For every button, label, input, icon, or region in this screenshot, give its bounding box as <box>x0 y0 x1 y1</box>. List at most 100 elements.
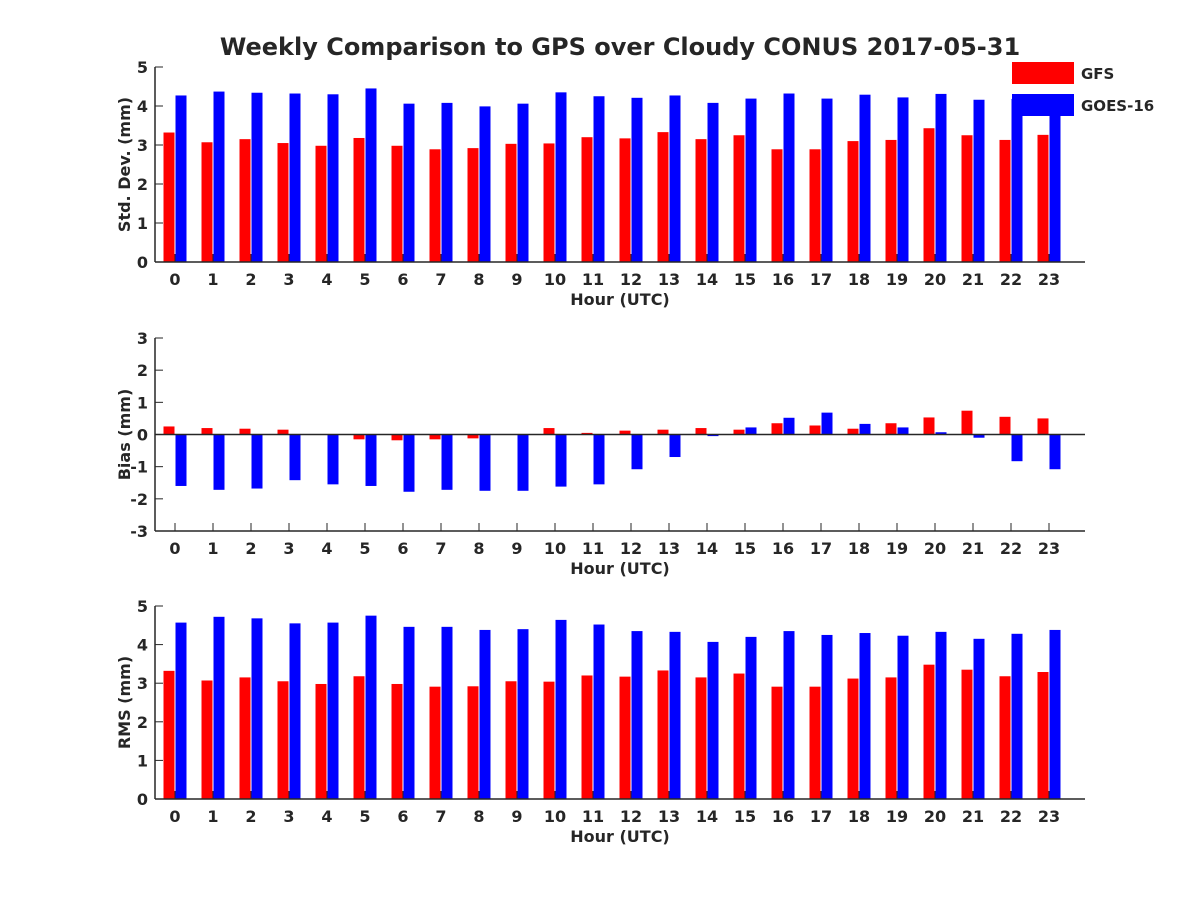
bar-goes16-hour-4 <box>327 94 339 262</box>
chart-title: Weekly Comparison to GPS over Cloudy CON… <box>220 33 1020 61</box>
x-tick-label: 5 <box>359 270 370 289</box>
x-tick-label: 7 <box>435 270 446 289</box>
bar-goes16-hour-0 <box>175 95 187 262</box>
bar-gfs-hour-0 <box>163 426 175 435</box>
x-tick-label: 10 <box>544 807 566 826</box>
bar-gfs-hour-12 <box>619 676 631 799</box>
bar-goes16-hour-7 <box>441 434 453 490</box>
x-tick-label: 23 <box>1038 807 1060 826</box>
x-tick-label: 11 <box>582 270 604 289</box>
bar-goes16-hour-5 <box>365 434 377 486</box>
bar-goes16-hour-14 <box>707 102 719 262</box>
y-tick-label: 5 <box>137 597 148 616</box>
bar-gfs-hour-8 <box>467 686 479 799</box>
y-axis-label: RMS (mm) <box>115 656 134 749</box>
bar-goes16-hour-4 <box>327 622 339 799</box>
y-tick-label: 1 <box>137 393 148 412</box>
y-axis-label: Std. Dev. (mm) <box>115 97 134 232</box>
x-tick-label: 6 <box>397 270 408 289</box>
x-tick-label: 18 <box>848 807 870 826</box>
bar-goes16-hour-13 <box>669 631 681 799</box>
bar-gfs-hour-6 <box>391 145 403 262</box>
x-tick-label: 5 <box>359 539 370 558</box>
bar-goes16-hour-21 <box>973 99 985 262</box>
bar-goes16-hour-11 <box>593 624 605 799</box>
x-tick-label: 15 <box>734 270 756 289</box>
bar-goes16-hour-21 <box>973 434 985 438</box>
bar-goes16-hour-12 <box>631 97 643 262</box>
bar-gfs-hour-13 <box>657 132 669 262</box>
bar-gfs-hour-3 <box>277 429 289 435</box>
bar-gfs-hour-17 <box>809 425 821 435</box>
x-tick-label: 20 <box>924 539 946 558</box>
x-tick-label: 10 <box>544 539 566 558</box>
bar-goes16-hour-17 <box>821 98 833 262</box>
bar-goes16-hour-11 <box>593 96 605 262</box>
series-goes-16 <box>175 615 1061 799</box>
bar-goes16-hour-16 <box>783 631 795 799</box>
x-tick-label: 4 <box>321 807 332 826</box>
x-tick-label: 14 <box>696 539 718 558</box>
bar-gfs-hour-7 <box>429 434 441 440</box>
bar-goes16-hour-10 <box>555 92 567 262</box>
bar-gfs-hour-0 <box>163 132 175 262</box>
bar-gfs-hour-23 <box>1037 418 1049 435</box>
bar-gfs-hour-15 <box>733 673 745 799</box>
y-tick-label: 2 <box>137 361 148 380</box>
x-tick-label: 23 <box>1038 539 1060 558</box>
bar-gfs-hour-18 <box>847 141 859 262</box>
y-tick-label: 2 <box>137 713 148 732</box>
x-tick-label: 3 <box>283 270 294 289</box>
x-tick-label: 3 <box>283 807 294 826</box>
x-tick-label: 6 <box>397 807 408 826</box>
bar-gfs-hour-5 <box>353 137 365 262</box>
x-tick-label: 0 <box>169 539 180 558</box>
x-tick-label: 14 <box>696 807 718 826</box>
bar-goes16-hour-13 <box>669 434 681 458</box>
x-tick-label: 12 <box>620 807 642 826</box>
bar-gfs-hour-21 <box>961 669 973 799</box>
bar-goes16-hour-22 <box>1011 98 1023 262</box>
bar-gfs-hour-19 <box>885 139 897 262</box>
x-tick-label: 21 <box>962 539 984 558</box>
bar-gfs-hour-11 <box>581 137 593 262</box>
bar-gfs-hour-2 <box>239 428 251 435</box>
bar-gfs-hour-22 <box>999 139 1011 262</box>
series-gfs <box>163 664 1049 799</box>
series-goes-16 <box>175 88 1061 263</box>
bar-gfs-hour-4 <box>315 145 327 262</box>
bar-goes16-hour-14 <box>707 641 719 799</box>
bar-goes16-hour-19 <box>897 97 909 262</box>
x-tick-label: 1 <box>207 539 218 558</box>
bar-gfs-hour-14 <box>695 428 707 435</box>
x-tick-label: 16 <box>772 539 794 558</box>
bar-goes16-hour-17 <box>821 634 833 799</box>
x-tick-label: 1 <box>207 807 218 826</box>
bar-goes16-hour-4 <box>327 434 339 485</box>
x-tick-label: 7 <box>435 807 446 826</box>
bar-goes16-hour-2 <box>251 92 263 263</box>
bar-gfs-hour-14 <box>695 677 707 799</box>
bar-gfs-hour-1 <box>201 680 213 799</box>
bar-goes16-hour-6 <box>403 434 415 492</box>
bar-gfs-hour-23 <box>1037 134 1049 262</box>
bar-goes16-hour-19 <box>897 635 909 799</box>
bar-goes16-hour-6 <box>403 103 415 262</box>
bar-gfs-hour-22 <box>999 676 1011 799</box>
x-tick-label: 4 <box>321 539 332 558</box>
x-tick-label: 19 <box>886 539 908 558</box>
x-tick-label: 0 <box>169 807 180 826</box>
bar-goes16-hour-9 <box>517 103 529 262</box>
x-tick-label: 17 <box>810 270 832 289</box>
bar-gfs-hour-5 <box>353 434 365 440</box>
y-tick-label: 3 <box>137 674 148 693</box>
bar-gfs-hour-12 <box>619 138 631 262</box>
bar-goes16-hour-18 <box>859 94 871 262</box>
x-tick-label: 21 <box>962 807 984 826</box>
bar-gfs-hour-21 <box>961 410 973 435</box>
bar-gfs-hour-4 <box>315 683 327 799</box>
bar-gfs-hour-9 <box>505 681 517 799</box>
bar-goes16-hour-18 <box>859 423 871 435</box>
